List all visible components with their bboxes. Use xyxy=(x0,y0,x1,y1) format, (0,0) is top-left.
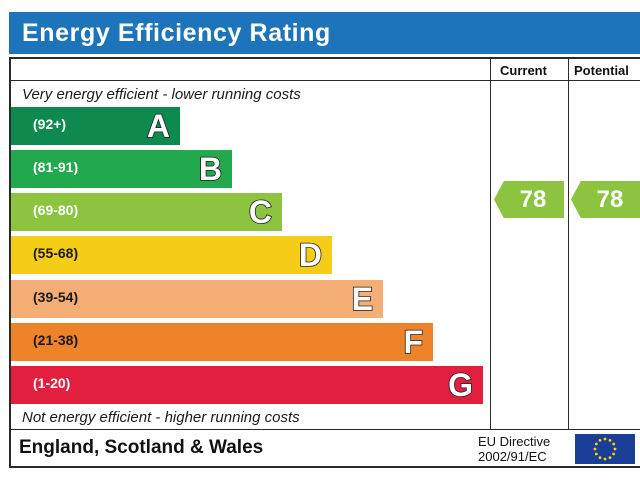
band-a-letter: A xyxy=(146,107,171,145)
top-caption: Very energy efficient - lower running co… xyxy=(22,86,301,103)
band-b-letter: B xyxy=(198,150,223,188)
eu-star xyxy=(594,452,598,456)
region-label: England, Scotland & Wales xyxy=(19,437,264,458)
eu-star xyxy=(603,457,607,461)
eu-star xyxy=(608,438,612,442)
band-g-letter: G xyxy=(447,366,473,404)
current-column-header: Current xyxy=(500,63,547,78)
eu-star xyxy=(612,442,616,446)
eu-star xyxy=(613,447,617,451)
potential-column-header: Potential xyxy=(574,63,629,78)
eu-star xyxy=(603,437,607,441)
rating-table xyxy=(9,57,640,468)
current-rating-arrow: 78 xyxy=(494,181,564,218)
band-c-range: (69-80) xyxy=(33,202,79,218)
band-a-range: (92+) xyxy=(33,116,67,132)
band-e-range: (39-54) xyxy=(33,289,79,305)
footer-divider xyxy=(9,429,640,430)
potential-column-divider xyxy=(568,57,569,430)
potential-rating-arrow: 78 xyxy=(571,181,640,218)
page-title: Energy Efficiency Rating xyxy=(22,19,331,47)
band-b: (81-91) B xyxy=(11,150,232,188)
eu-star xyxy=(593,447,597,451)
bottom-caption: Not energy efficient - higher running co… xyxy=(22,409,300,426)
band-c-letter: C xyxy=(248,193,273,231)
band-e-letter: E xyxy=(351,280,374,318)
eu-star xyxy=(612,452,616,456)
eu-star xyxy=(608,456,612,460)
eu-directive-label: EU Directive xyxy=(478,434,551,449)
band-c: (69-80) C xyxy=(11,193,282,231)
band-g-range: (1-20) xyxy=(33,375,71,391)
current-column-divider xyxy=(490,57,491,430)
eu-stars-icon xyxy=(593,437,617,461)
eu-star xyxy=(594,442,598,446)
header-banner: Energy Efficiency Rating xyxy=(9,12,640,54)
potential-rating-value: 78 xyxy=(596,186,624,213)
band-f-letter: F xyxy=(403,323,424,361)
band-b-range: (81-91) xyxy=(33,159,79,175)
band-d: (55-68) D xyxy=(11,236,332,274)
band-e: (39-54) E xyxy=(11,280,383,318)
band-d-letter: D xyxy=(298,236,323,274)
eu-directive-number: 2002/91/EC xyxy=(478,449,547,464)
band-a: (92+) A xyxy=(11,107,180,145)
current-rating-value: 78 xyxy=(519,186,547,213)
eu-flag-icon xyxy=(575,434,635,464)
eu-star xyxy=(598,456,602,460)
band-f: (21-38) F xyxy=(11,323,433,361)
eu-star xyxy=(598,438,602,442)
header-divider xyxy=(9,80,640,81)
band-f-range: (21-38) xyxy=(33,332,79,348)
band-g: (1-20) G xyxy=(11,366,483,404)
band-d-range: (55-68) xyxy=(33,245,79,261)
